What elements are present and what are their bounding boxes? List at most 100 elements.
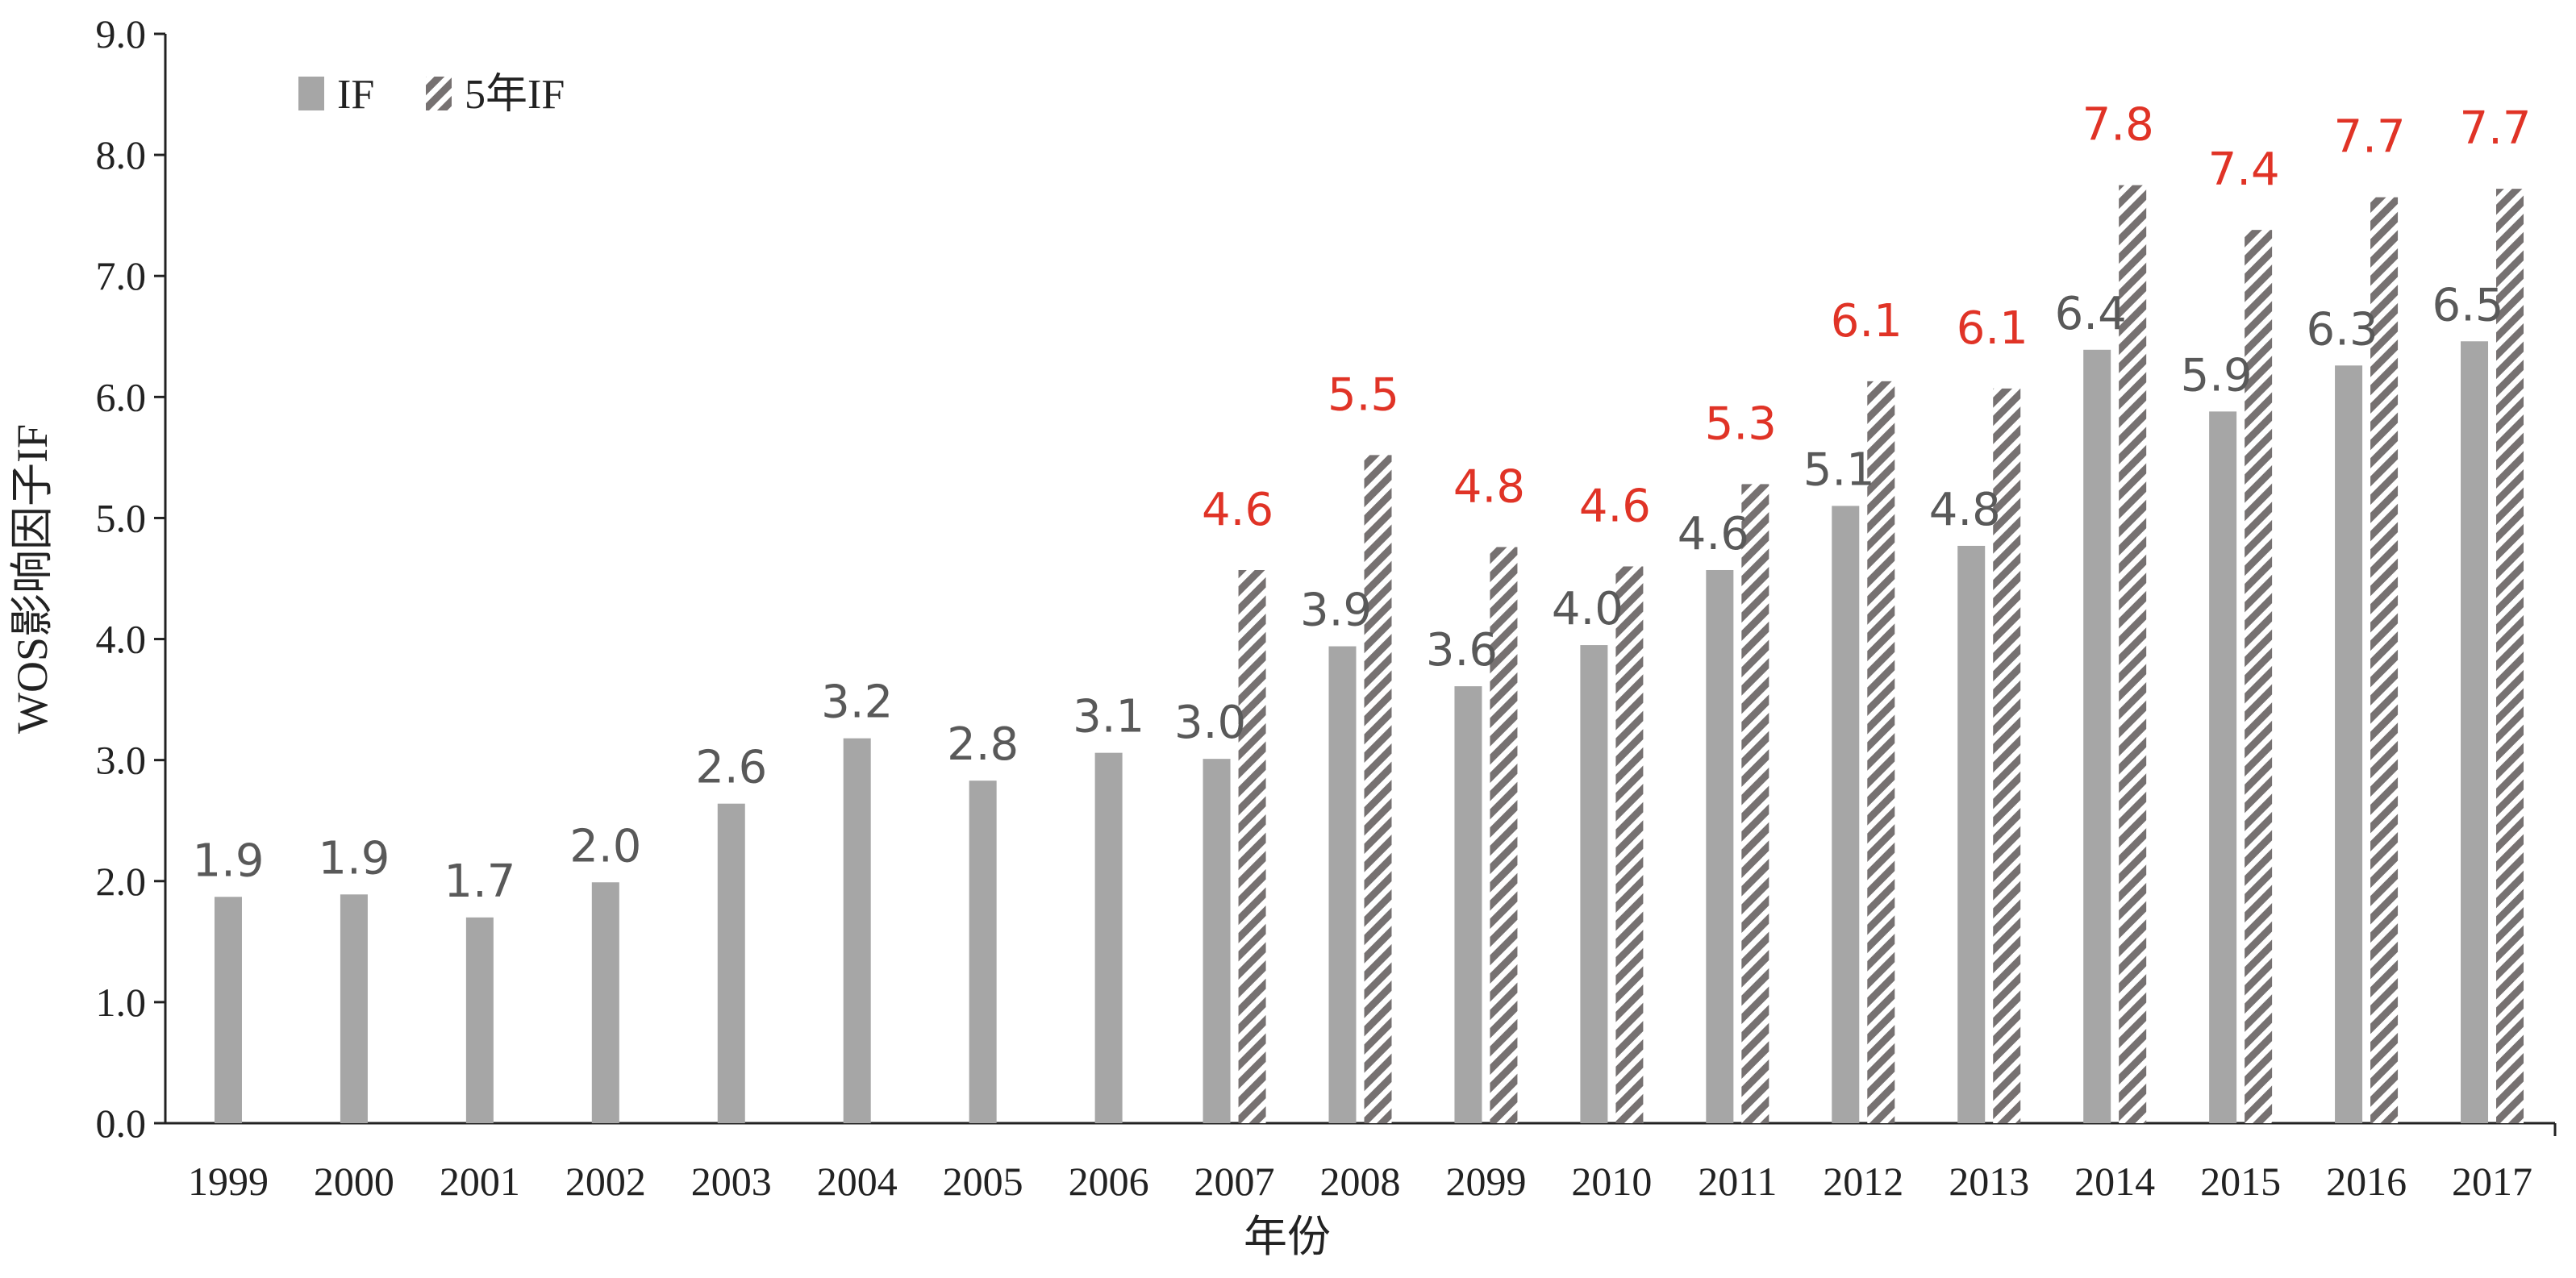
data-label-if: 3.2 [821,676,893,729]
x-tick-label: 2013 [1949,1159,2029,1204]
bar-5yr-if [1993,388,2021,1123]
y-tick-label: 5.0 [96,495,147,540]
x-axis-title: 年份 [1244,1213,1331,1261]
legend-label-if: IF [337,72,374,118]
x-axis-ticks: 1999 2000 2001 2002 2003 2004 2005 2006 2007 2008… [188,1159,2532,1204]
data-label-5yr-if: 7.4 [2208,144,2280,196]
y-tick-label: 4.0 [96,617,147,662]
legend: IF 5年IF [298,72,565,118]
y-tick-label: 0.0 [96,1101,147,1146]
data-label-if: 4.0 [1552,583,1624,635]
legend-label-5yr-if: 5年IF [465,72,565,118]
data-label-if: 2.6 [695,742,767,794]
bar-if [1580,645,1608,1123]
data-label-if: 2.0 [569,820,641,872]
bar-if [1328,646,1357,1123]
bar-if [843,738,871,1123]
data-label-if: 6.5 [2432,279,2503,331]
data-label-5yr-if: 5.3 [1705,398,1777,450]
bar-if [1957,545,1986,1123]
data-label-if: 1.9 [318,832,390,885]
x-tick-label: 2012 [1823,1159,1903,1204]
bar-5yr-if [2119,185,2147,1123]
legend-swatch-5yr-if [426,77,452,110]
x-tick-label: 2099 [1445,1159,1526,1204]
data-label-if: 6.4 [2055,288,2127,340]
data-label-5yr-if: 4.8 [1453,460,1525,513]
bar-5yr-if [1364,455,1392,1123]
bar-5yr-if [1615,566,1644,1123]
bars [214,185,2524,1124]
bar-5yr-if [1741,484,1769,1123]
bar-if [1203,759,1231,1123]
bar-if [969,781,997,1123]
bar-if [340,894,368,1123]
y-tick-label: 1.0 [96,980,147,1025]
bar-5yr-if [1238,569,1266,1123]
y-tick-label: 2.0 [96,859,147,904]
data-label-if: 3.0 [1174,697,1246,749]
bar-if [2209,411,2237,1123]
y-tick-label: 6.0 [96,374,147,419]
data-label-if: 5.1 [1803,443,1875,496]
bar-if [214,897,242,1123]
data-label-if: 4.6 [1678,508,1749,560]
bar-5yr-if [2496,189,2524,1124]
data-label-if: 6.3 [2307,303,2378,356]
data-label-if: 2.8 [947,718,1019,771]
x-tick-label: 2011 [1698,1159,1777,1204]
data-label-if: 5.9 [2181,349,2253,402]
bar-5yr-if [1490,547,1518,1123]
x-tick-label: 2015 [2200,1159,2281,1204]
y-tick-label: 9.0 [96,11,147,56]
x-tick-label: 2008 [1320,1159,1401,1204]
bar-5yr-if [2370,197,2399,1123]
data-label-5yr-if: 6.1 [1957,302,2028,355]
data-label-if: 3.1 [1073,691,1144,743]
x-tick-label: 2017 [2452,1159,2532,1204]
bar-if [1832,506,1860,1123]
x-tick-label: 2000 [314,1159,394,1204]
data-label-if: 1.9 [192,835,264,887]
x-tick-label: 2002 [565,1159,646,1204]
data-label-if: 3.9 [1300,585,1372,637]
data-label-5yr-if: 7.7 [2334,111,2406,164]
bar-if [1706,569,1734,1123]
bar-if [465,917,494,1123]
data-labels: 1.9 1.9 1.7 2.0 2.6 3.2 2.8 3.1 3.0 4.6 3.9 5.5 3.6 4… [192,99,2531,908]
bar-if [2335,365,2363,1123]
data-label-5yr-if: 7.7 [2459,102,2531,155]
data-label-5yr-if: 4.6 [1579,480,1651,532]
data-label-5yr-if: 5.5 [1328,368,1399,421]
x-tick-label: 2006 [1069,1159,1149,1204]
data-label-if: 3.6 [1426,624,1498,676]
x-tick-label: 2014 [2074,1159,2155,1204]
bar-5yr-if [1867,381,1895,1124]
x-tick-label: 2010 [1571,1159,1652,1204]
x-tick-label: 2016 [2326,1159,2407,1204]
x-tick-label: 2003 [691,1159,772,1204]
bar-if [1454,686,1482,1123]
x-tick-label: 2007 [1194,1159,1275,1204]
data-label-if: 4.8 [1929,484,2001,536]
bar-5yr-if [2245,230,2273,1124]
data-label-5yr-if: 4.6 [1202,484,1273,536]
data-label-if: 1.7 [444,855,515,908]
y-tick-label: 3.0 [96,738,147,783]
data-label-5yr-if: 7.8 [2082,99,2154,152]
y-tick-label: 8.0 [96,132,147,177]
bar-if [2461,341,2489,1123]
x-tick-label: 2005 [943,1159,1023,1204]
y-axis-title: WOS影响因子IF [8,424,56,734]
x-tick-label: 1999 [188,1159,269,1204]
y-axis-ticks: 0.0 1.0 2.0 3.0 4.0 5.0 6.0 7.0 8.0 9.0 [96,11,165,1146]
x-tick-label: 2001 [440,1159,520,1204]
x-tick-label: 2004 [817,1159,898,1204]
bar-if [2083,349,2111,1123]
bar-if [1094,752,1123,1123]
data-label-5yr-if: 6.1 [1831,295,1903,348]
axes [164,34,2557,1136]
legend-swatch-if [298,77,324,110]
